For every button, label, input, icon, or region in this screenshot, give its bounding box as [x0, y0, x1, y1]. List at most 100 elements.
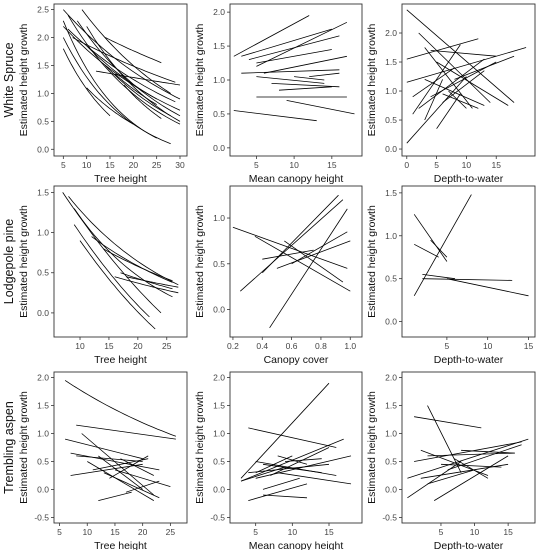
- x-tick-label: 10: [83, 527, 93, 537]
- series-line: [63, 9, 181, 100]
- series-line: [241, 28, 332, 57]
- series-line: [86, 26, 181, 122]
- series-line: [76, 20, 181, 117]
- panel-2-3: 5 10 15 0.0 0.5 1.0 1.5 Depth-to-water Estimated…: [366, 185, 536, 366]
- y-tick-label: 0.5: [37, 268, 49, 278]
- series-line: [240, 466, 286, 482]
- series-line: [422, 274, 456, 280]
- y-tick-label: 0.0: [385, 317, 397, 327]
- series-line: [436, 61, 509, 106]
- x-tick-label: 10: [462, 160, 472, 170]
- series-line: [67, 28, 176, 103]
- series-line: [442, 93, 479, 109]
- series-line: [256, 76, 325, 84]
- y-tick-label: 0.0: [213, 484, 225, 494]
- y-tick-label: 2.5: [37, 5, 49, 15]
- series-line: [248, 463, 330, 474]
- series-line: [436, 93, 461, 129]
- x-tick-label: 0.4: [256, 341, 268, 351]
- y-tick-label: 0.0: [37, 308, 49, 318]
- y-tick-label: 1.0: [37, 88, 49, 98]
- panel-frame: [53, 185, 188, 338]
- series-line: [433, 455, 509, 501]
- series-line: [248, 483, 308, 501]
- series-line: [414, 416, 482, 429]
- series-line: [413, 194, 472, 296]
- series-line: [114, 73, 157, 105]
- x-axis-title: Tree height: [94, 354, 147, 366]
- series-line: [424, 79, 443, 121]
- y-axis-title: Estimated height growth: [18, 205, 30, 318]
- series-line: [114, 276, 179, 294]
- panel-frame: [229, 371, 363, 524]
- series-line: [427, 452, 515, 457]
- y-tick-label: 0.0: [213, 143, 225, 153]
- series-line: [430, 239, 448, 258]
- x-axis-title: Canopy cover: [264, 354, 329, 366]
- y-tick-label: 1.0: [385, 429, 397, 439]
- row-label: Lodgepole pine: [2, 219, 16, 305]
- series-line: [98, 491, 132, 501]
- y-axis-title: Estimated height growth: [366, 205, 378, 318]
- x-tick-label: 25: [152, 160, 162, 170]
- series-line: [284, 458, 322, 462]
- series-line: [240, 199, 344, 292]
- x-axis-title: Mean canopy height: [249, 540, 344, 550]
- series-line: [76, 424, 176, 440]
- x-tick-label: 0: [404, 160, 409, 170]
- series-line: [62, 192, 162, 314]
- x-tick-label: 10: [483, 341, 493, 351]
- series-line: [63, 26, 181, 111]
- series-line: [73, 224, 150, 318]
- x-tick-label: 15: [104, 341, 114, 351]
- y-tick-label: 0.0: [385, 144, 397, 154]
- y-tick-label: 2.0: [213, 373, 225, 383]
- panel-1-2: 5 10 15 0.0 0.5 1.0 1.5 2.0 Mean canopy height Es…: [194, 3, 363, 185]
- x-tick-label: 15: [324, 527, 334, 537]
- series-line: [68, 196, 179, 286]
- x-tick-label: 10: [470, 527, 480, 537]
- y-tick-label: 1.5: [385, 57, 397, 67]
- series-line: [91, 236, 173, 283]
- x-tick-label: 5: [253, 527, 258, 537]
- series-line: [233, 110, 317, 122]
- panel-3-3: 5 10 15 -0.5 0.0 0.5 1.0 1.5 2.0 Depth-to-water Es…: [366, 371, 536, 550]
- series-line: [120, 458, 154, 476]
- series-line: [454, 55, 515, 80]
- series-line: [427, 469, 475, 485]
- series-line: [309, 72, 340, 77]
- series-line: [64, 380, 177, 437]
- x-tick-label: 0.8: [315, 341, 327, 351]
- x-axis-title: Mean canopy height: [249, 173, 344, 185]
- series-line: [92, 458, 149, 471]
- series-line: [286, 100, 355, 115]
- series-line: [270, 447, 330, 476]
- y-tick-label: 1.0: [37, 228, 49, 238]
- series-line: [65, 438, 143, 460]
- panel-frame: [53, 371, 188, 524]
- series-line: [277, 472, 352, 485]
- y-tick-label: 1.5: [37, 401, 49, 411]
- series-line: [98, 455, 143, 490]
- series-line: [255, 455, 293, 474]
- series-line: [412, 67, 455, 98]
- series-line: [446, 278, 529, 297]
- series-line: [81, 433, 155, 496]
- series-line: [413, 214, 448, 262]
- series-line: [412, 44, 461, 115]
- x-tick-label: 5: [254, 160, 259, 170]
- y-axis-title: Estimated height growth: [194, 24, 206, 137]
- x-tick-label: 5: [61, 160, 66, 170]
- series-line: [87, 461, 155, 501]
- series-line: [95, 70, 181, 86]
- panel-frame: [401, 185, 536, 338]
- series-line: [427, 405, 462, 473]
- x-axis-title: Depth-to-water: [434, 540, 504, 550]
- series-line: [448, 90, 467, 109]
- panel-frame: [401, 3, 536, 157]
- y-tick-label: 1.5: [385, 401, 397, 411]
- series-line: [461, 449, 515, 454]
- series-line: [256, 49, 332, 64]
- x-tick-label: 25: [162, 341, 172, 351]
